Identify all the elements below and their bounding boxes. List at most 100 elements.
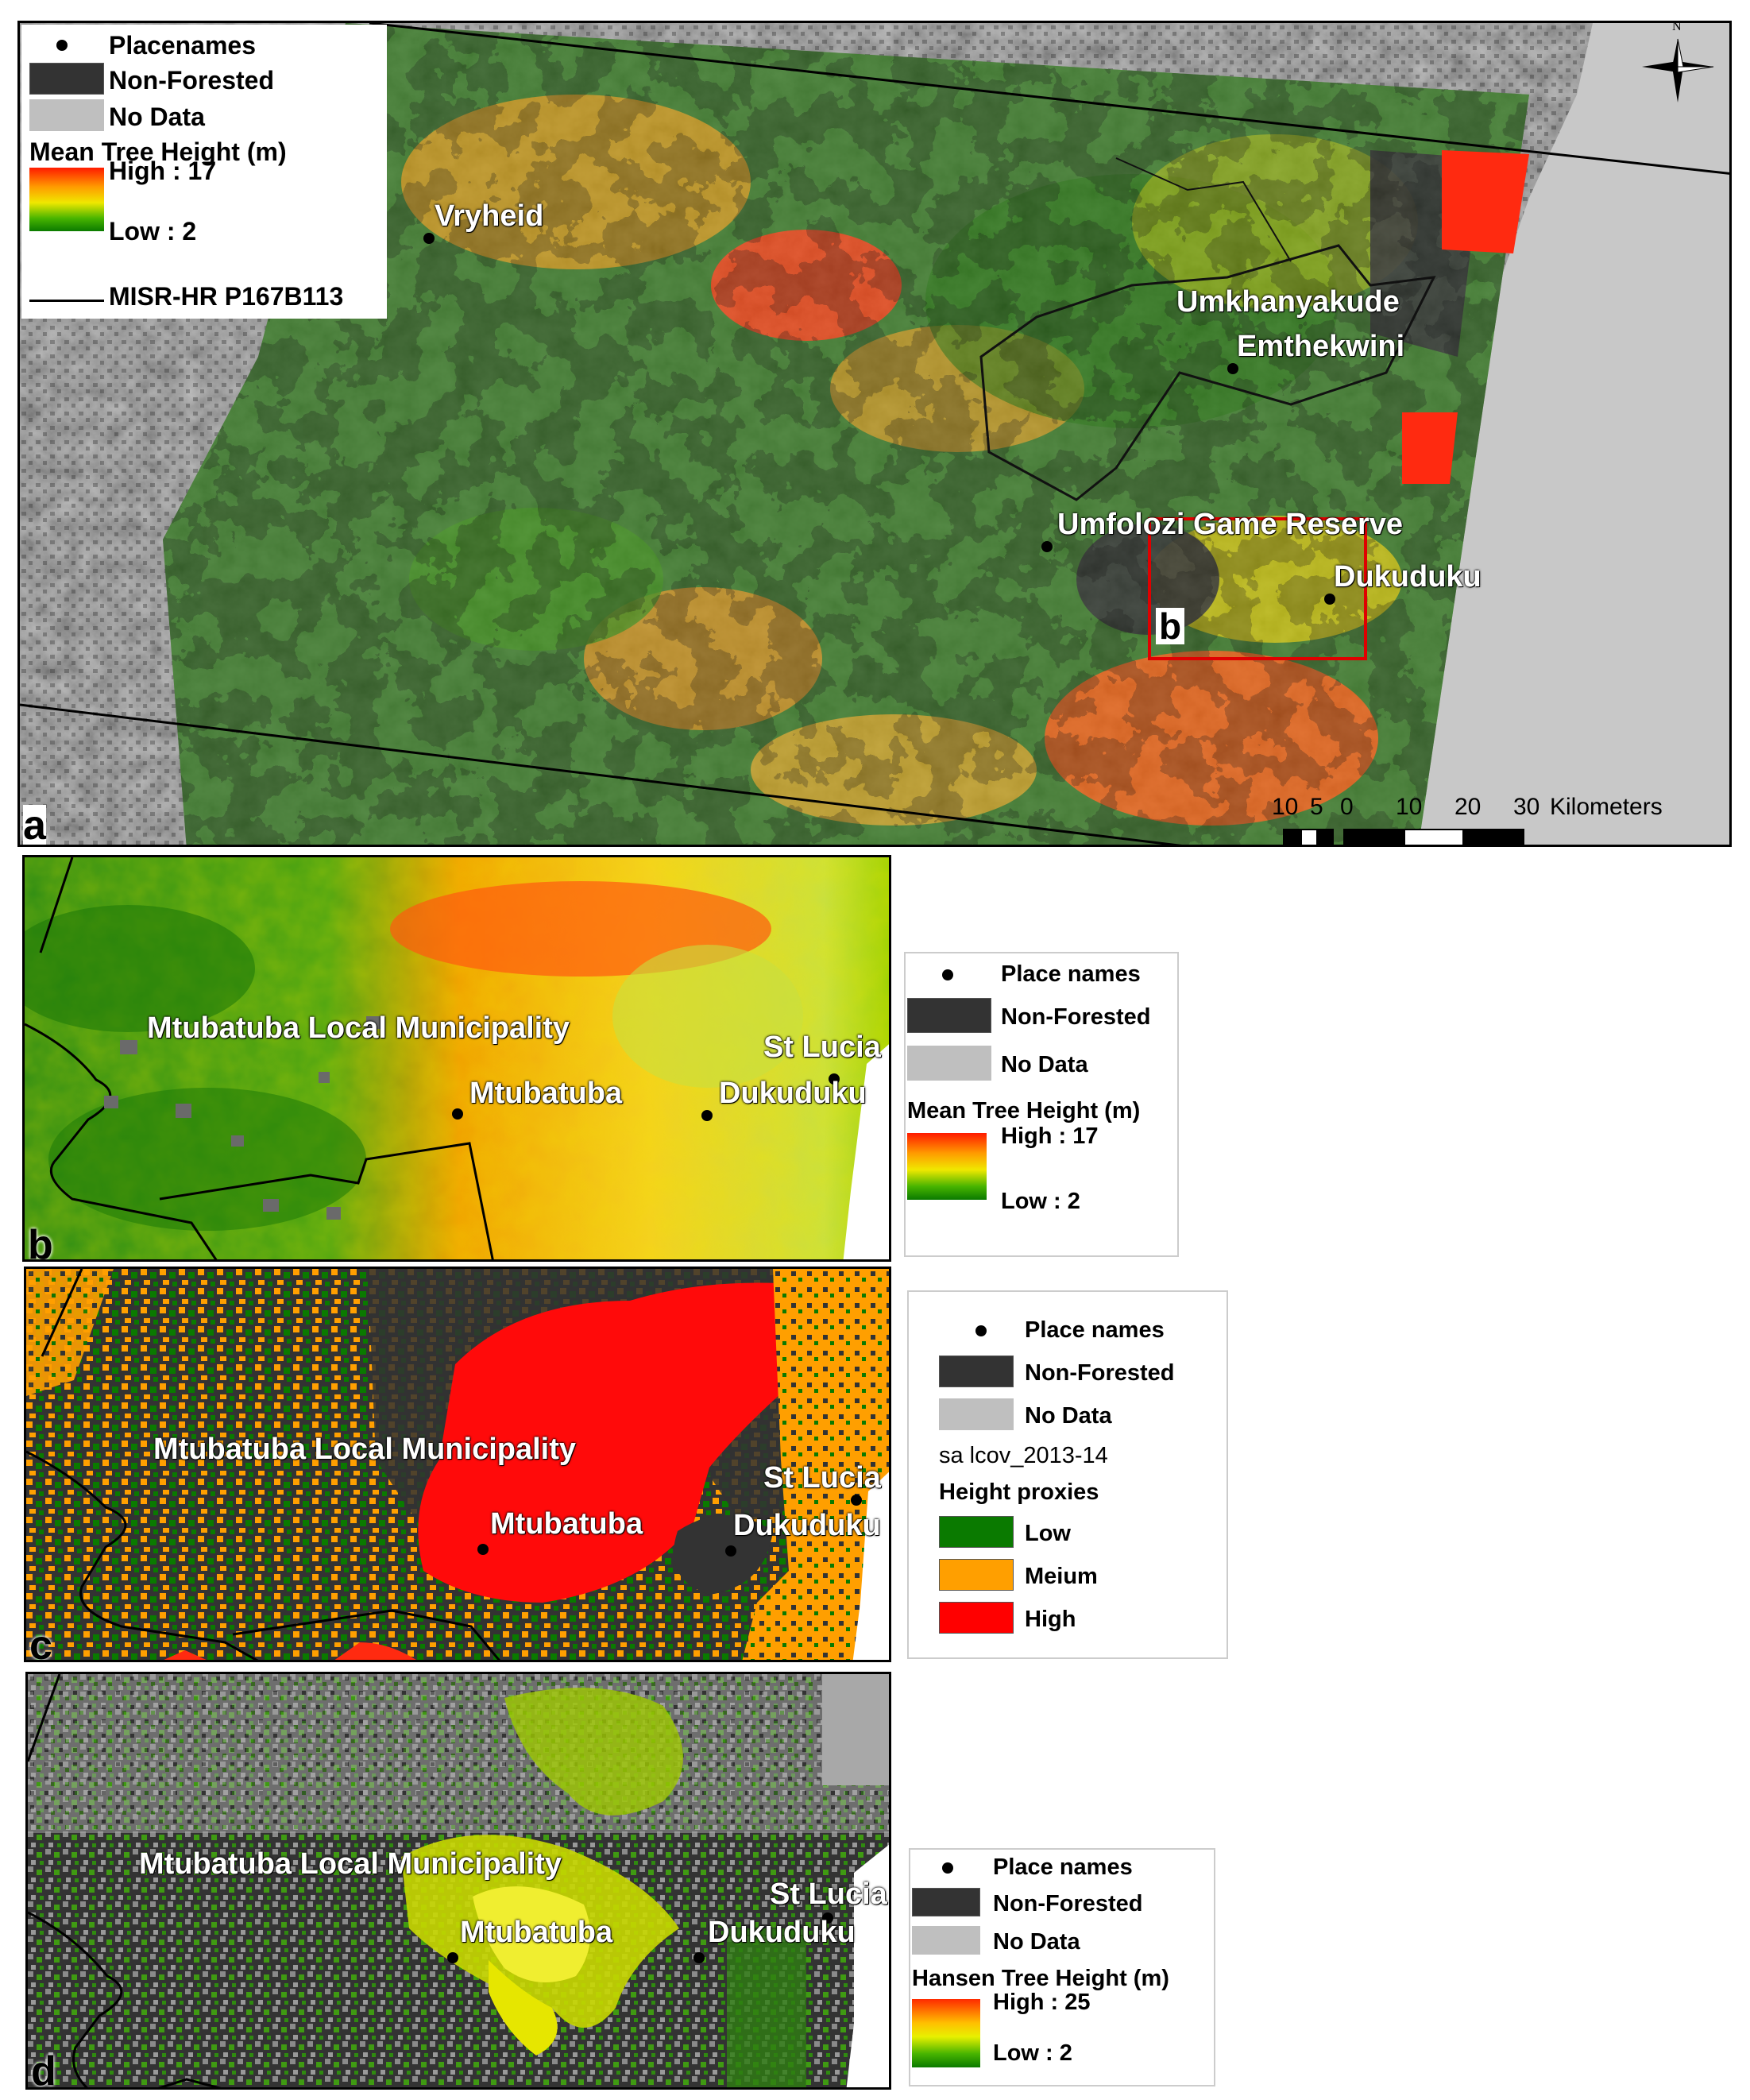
scale-tick-20: 20: [1454, 794, 1482, 820]
d-dot-dukuduku: [693, 1952, 705, 1963]
placename-symbol: [942, 1862, 953, 1874]
map-b-raster: [25, 857, 889, 1259]
map-panel-d: Mtubatuba Local Municipality St Lucia Mt…: [25, 1672, 891, 2090]
b-label-dukuduku: Dukuduku: [719, 1077, 867, 1110]
legend-panel-c: Place names Non-Forested No Data sa lcov…: [907, 1290, 1228, 1659]
legend-medium: Meium: [1025, 1564, 1098, 1589]
high-swatch: [939, 1602, 1014, 1634]
b-dot-mtubatuba: [452, 1108, 463, 1120]
non-forested-swatch: [939, 1356, 1014, 1387]
c-label-dukuduku: Dukuduku: [733, 1509, 881, 1542]
non-forested-swatch: [29, 63, 104, 95]
legend-low: Low : 2: [1001, 1189, 1080, 1214]
scale-bar-seg-1: [1283, 829, 1300, 845]
place-label-vryheid: Vryheid: [435, 199, 544, 233]
misr-line-symbol: [29, 300, 104, 302]
placename-symbol: [942, 969, 953, 980]
d-label-municipality: Mtubatuba Local Municipality: [139, 1847, 562, 1881]
hansen-color-ramp: [912, 1999, 980, 2067]
scale-unit: Kilometers: [1550, 794, 1663, 820]
c-label-st-lucia: St Lucia: [763, 1461, 881, 1495]
legend-non-forested: Non-Forested: [109, 66, 274, 95]
legend-ramp-title: Mean Tree Height (m): [907, 1098, 1141, 1123]
legend-panel-d: Place names Non-Forested No Data Hansen …: [909, 1848, 1215, 2086]
legend-misr-line: MISR-HR P167B113: [109, 282, 344, 311]
place-dot-dukuduku: [1324, 594, 1335, 605]
legend-no-data: No Data: [993, 1929, 1080, 1955]
scale-bar-seg-5: [1404, 829, 1464, 845]
legend-high: High: [1025, 1607, 1076, 1632]
scale-bar-seg-6: [1464, 829, 1524, 845]
legend-no-data: No Data: [109, 102, 205, 131]
place-label-umkhanyakude: Umkhanyakude: [1176, 285, 1400, 319]
map-panel-b: Mtubatuba Local Municipality St Lucia Mt…: [22, 855, 891, 1262]
no-data-swatch: [912, 1926, 980, 1955]
b-dot-st-lucia: [829, 1073, 840, 1085]
b-label-municipality: Mtubatuba Local Municipality: [147, 1011, 570, 1045]
d-dot-mtubatuba: [447, 1952, 458, 1963]
non-forested-swatch: [907, 998, 991, 1033]
placename-symbol: [56, 40, 68, 51]
map-a-raster: [20, 23, 1729, 845]
b-label-st-lucia: St Lucia: [763, 1031, 881, 1064]
legend-placenames: Place names: [1025, 1317, 1165, 1343]
legend-high: High : 25: [993, 1990, 1091, 2015]
scale-tick-30: 30: [1513, 794, 1540, 820]
legend-non-forested: Non-Forested: [1025, 1360, 1175, 1386]
d-label-dukuduku: Dukuduku: [708, 1916, 856, 1949]
legend-no-data: No Data: [1001, 1052, 1088, 1077]
map-panel-a: Placenames Non-Forested No Data Mean Tre…: [17, 21, 1732, 847]
legend-height-proxies-title: Height proxies: [939, 1479, 1099, 1505]
north-arrow-icon: [1642, 38, 1714, 102]
placename-symbol: [975, 1325, 987, 1336]
panel-letter-a: a: [23, 802, 46, 847]
place-label-dukuduku: Dukuduku: [1334, 560, 1482, 594]
panel-letter-b: b: [28, 1222, 53, 1262]
low-swatch: [939, 1516, 1014, 1548]
d-dot-st-lucia: [822, 1912, 833, 1924]
c-dot-mtubatuba: [477, 1544, 489, 1555]
legend-dataset: sa lcov_2013-14: [939, 1443, 1108, 1468]
c-dot-dukuduku: [725, 1545, 736, 1557]
place-label-umfolozi: Umfolozi Game Reserve: [1057, 508, 1404, 541]
scale-tick-0: 0: [1340, 794, 1354, 820]
b-dot-dukuduku: [701, 1110, 713, 1121]
no-data-swatch: [907, 1046, 991, 1081]
place-label-emthekwini: Emthekwini: [1237, 330, 1405, 363]
legend-placenames: Place names: [1001, 961, 1141, 987]
map-d-raster: [28, 1674, 889, 2087]
scale-bar-seg-3: [1318, 829, 1334, 845]
legend-placenames: Place names: [993, 1854, 1133, 1880]
b-label-mtubatuba: Mtubatuba: [469, 1077, 623, 1110]
legend-panel-a: Placenames Non-Forested No Data Mean Tre…: [21, 25, 387, 319]
panel-letter-d: d: [31, 2048, 56, 2090]
legend-non-forested: Non-Forested: [993, 1891, 1143, 1916]
c-label-mtubatuba: Mtubatuba: [490, 1507, 643, 1541]
non-forested-swatch: [912, 1888, 980, 1916]
tree-height-color-ramp: [907, 1133, 987, 1200]
legend-low: Low: [1025, 1521, 1071, 1546]
legend-no-data: No Data: [1025, 1403, 1112, 1429]
legend-low: Low : 2: [993, 2040, 1072, 2066]
no-data-swatch: [939, 1398, 1014, 1430]
legend-high: High : 17: [1001, 1123, 1099, 1149]
legend-low: Low : 2: [109, 217, 197, 246]
inset-marker-b: b: [1156, 608, 1185, 644]
c-label-municipality: Mtubatuba Local Municipality: [153, 1433, 577, 1466]
legend-placenames: Placenames: [109, 31, 257, 60]
scale-tick-5: 5: [1310, 794, 1323, 820]
d-label-st-lucia: St Lucia: [770, 1878, 887, 1911]
c-dot-st-lucia: [851, 1495, 862, 1506]
panel-letter-c: c: [29, 1622, 52, 1662]
medium-swatch: [939, 1559, 1014, 1591]
map-panel-c: Mtubatuba Local Municipality St Lucia Mt…: [24, 1267, 891, 1662]
d-label-mtubatuba: Mtubatuba: [460, 1916, 613, 1949]
map-c-raster: [26, 1269, 889, 1660]
place-dot-umfolozi: [1041, 541, 1053, 552]
legend-ramp-title: Hansen Tree Height (m): [912, 1966, 1169, 1991]
place-dot-vryheid: [423, 233, 435, 244]
legend-ramp-title: Mean Tree Height (m): [29, 137, 287, 166]
scale-bar-seg-4: [1343, 829, 1404, 845]
tree-height-color-ramp: [29, 168, 104, 231]
legend-high: High : 17: [109, 157, 217, 185]
